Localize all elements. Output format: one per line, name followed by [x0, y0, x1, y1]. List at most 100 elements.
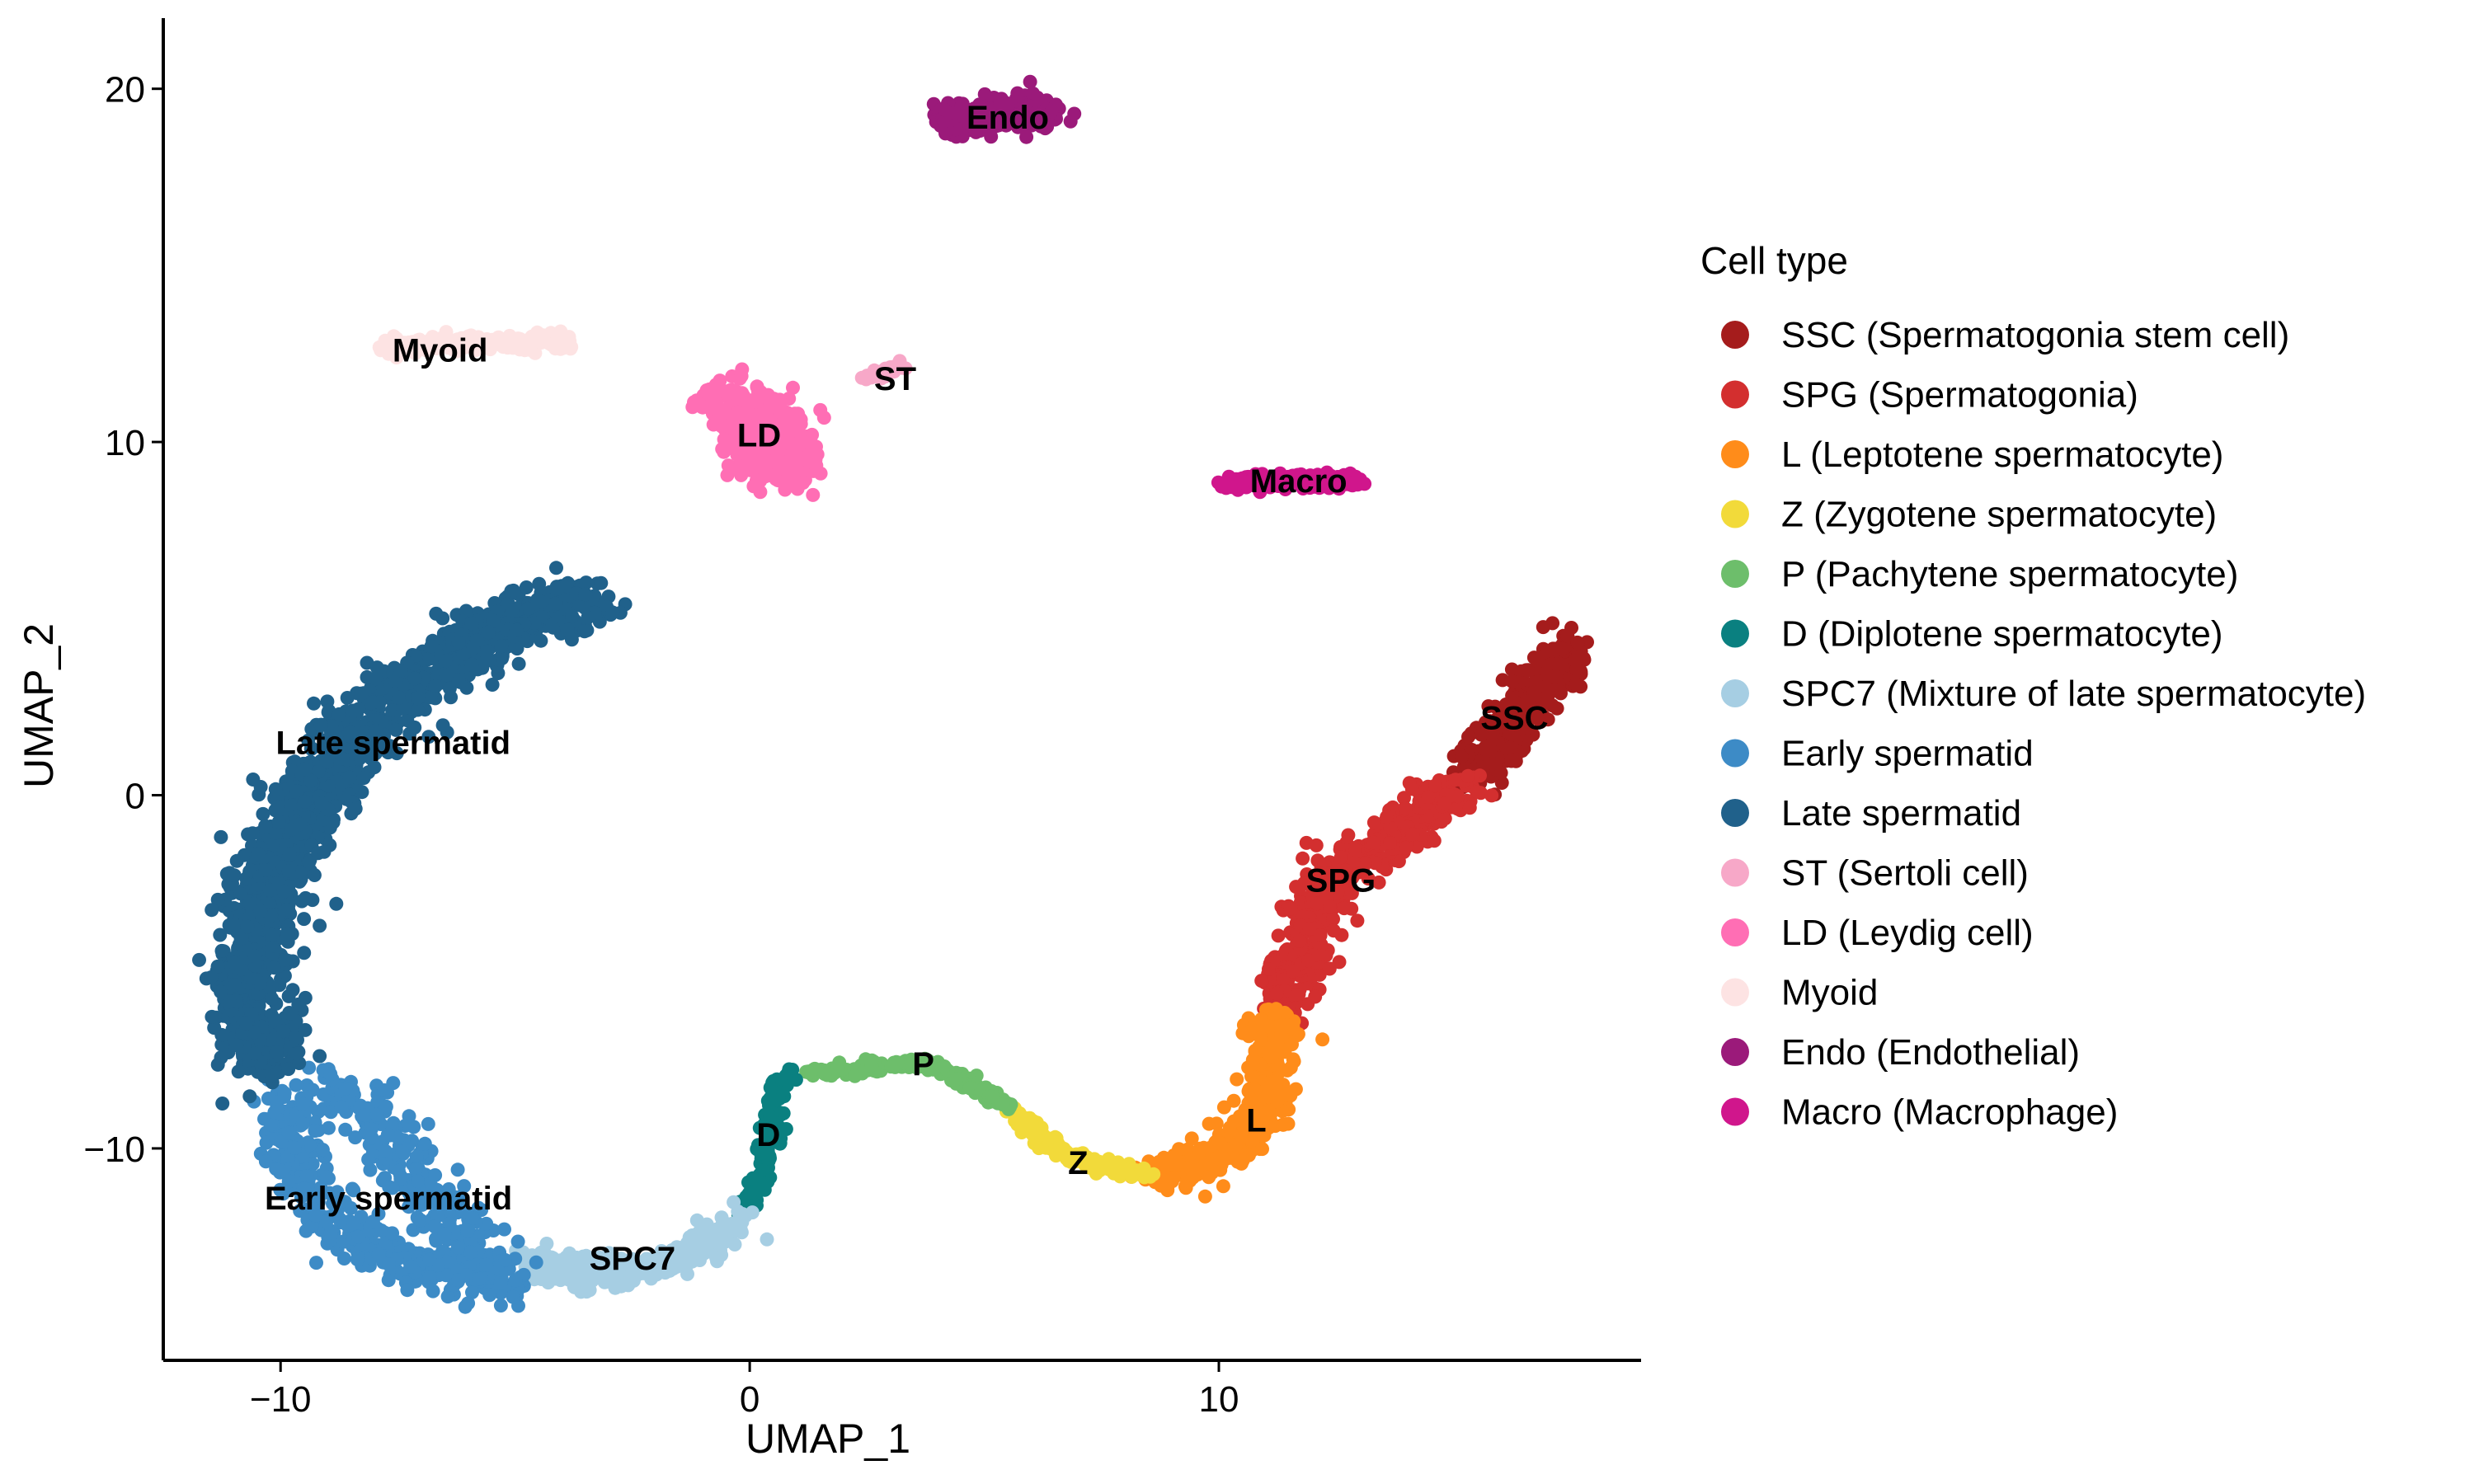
point-EarlySpermatid: [319, 1170, 334, 1184]
series-LD: [685, 362, 831, 502]
point-SPG: [1460, 768, 1475, 783]
point-LateSpermatid: [205, 903, 219, 918]
point-LateSpermatid: [313, 717, 328, 732]
point-LateSpermatid: [283, 1006, 298, 1021]
point-EarlySpermatid: [322, 1120, 336, 1135]
point-LateSpermatid: [332, 707, 346, 721]
point-L: [1245, 1134, 1260, 1148]
point-L: [1270, 1036, 1285, 1050]
point-EarlySpermatid: [426, 1284, 440, 1298]
point-SPC7: [710, 1254, 724, 1269]
point-LateSpermatid: [298, 762, 313, 777]
point-L: [1210, 1151, 1224, 1166]
point-LateSpermatid: [276, 1024, 291, 1039]
series-SSC: [1434, 616, 1594, 802]
point-LateSpermatid: [302, 854, 317, 869]
point-EarlySpermatid: [308, 1124, 322, 1139]
point-LateSpermatid: [303, 773, 318, 788]
point-EarlySpermatid: [299, 1169, 314, 1183]
point-P: [802, 1065, 816, 1080]
point-EarlySpermatid: [348, 1130, 363, 1145]
point-LateSpermatid: [532, 576, 547, 591]
point-SPG: [1286, 964, 1300, 979]
point-LD: [813, 402, 828, 417]
point-EarlySpermatid: [409, 1149, 424, 1164]
point-LateSpermatid: [293, 865, 308, 879]
point-EarlySpermatid: [374, 1223, 388, 1237]
point-EarlySpermatid: [450, 1162, 465, 1177]
point-LateSpermatid: [477, 644, 492, 659]
point-LD: [786, 380, 800, 395]
point-SPG: [1299, 835, 1314, 850]
point-SPG: [1262, 962, 1276, 976]
point-EarlySpermatid: [296, 1181, 311, 1196]
point-EarlySpermatid: [296, 1097, 311, 1111]
point-P: [848, 1068, 863, 1083]
point-SPG: [1322, 961, 1337, 976]
point-LateSpermatid: [527, 616, 542, 631]
point-EarlySpermatid: [453, 1191, 468, 1205]
point-SPG: [1450, 801, 1465, 816]
point-SPC7: [637, 1263, 652, 1278]
point-SSC: [1555, 641, 1570, 656]
point-LateSpermatid: [264, 908, 279, 923]
point-LateSpermatid: [319, 737, 333, 752]
point-LateSpermatid: [506, 583, 521, 598]
point-LD: [790, 416, 805, 430]
point-L: [1224, 1150, 1239, 1165]
point-SPG: [1462, 801, 1477, 815]
point-EarlySpermatid: [281, 1174, 296, 1189]
point-EarlySpermatid: [338, 1122, 353, 1137]
point-EarlySpermatid: [451, 1273, 465, 1288]
point-EarlySpermatid: [395, 1144, 409, 1159]
point-LateSpermatid: [205, 1009, 219, 1024]
point-EarlySpermatid: [479, 1257, 494, 1272]
point-LD: [806, 487, 821, 502]
point-SPC7: [680, 1266, 694, 1281]
point-EarlySpermatid: [437, 1227, 452, 1242]
point-L: [1253, 1031, 1268, 1045]
point-EarlySpermatid: [417, 1192, 432, 1206]
point-LateSpermatid: [297, 794, 312, 809]
point-L: [1279, 1087, 1293, 1102]
point-LateSpermatid: [509, 622, 524, 637]
point-SPG: [1405, 827, 1420, 842]
point-SPG: [1383, 836, 1397, 851]
point-SPG: [1380, 810, 1395, 824]
point-SPC7: [614, 1279, 628, 1294]
point-LateSpermatid: [581, 610, 595, 625]
point-EarlySpermatid: [336, 1252, 351, 1266]
point-LateSpermatid: [481, 625, 496, 640]
point-EarlySpermatid: [270, 1095, 284, 1109]
point-LateSpermatid: [317, 844, 332, 859]
point-EarlySpermatid: [386, 1076, 401, 1091]
point-EarlySpermatid: [338, 1081, 353, 1096]
point-SSC: [1508, 695, 1523, 710]
point-SSC: [1461, 730, 1475, 744]
point-LD: [753, 485, 768, 500]
point-EarlySpermatid: [510, 1234, 525, 1249]
point-LateSpermatid: [565, 609, 580, 623]
point-LateSpermatid: [534, 594, 548, 609]
point-LateSpermatid: [451, 673, 466, 688]
point-L: [1197, 1140, 1211, 1155]
point-SSC: [1533, 715, 1548, 730]
point-EarlySpermatid: [346, 1216, 361, 1231]
point-LateSpermatid: [262, 883, 277, 898]
point-EarlySpermatid: [350, 1252, 365, 1266]
point-LateSpermatid: [534, 633, 548, 648]
point-LateSpermatid: [438, 654, 453, 669]
point-EarlySpermatid: [411, 1174, 425, 1189]
point-LateSpermatid: [267, 1012, 282, 1026]
point-LateSpermatid: [429, 606, 444, 621]
point-LateSpermatid: [277, 884, 292, 899]
point-SPC7: [720, 1219, 735, 1234]
point-LateSpermatid: [242, 1089, 257, 1104]
point-EarlySpermatid: [450, 1240, 465, 1255]
point-LateSpermatid: [227, 956, 242, 970]
point-EarlySpermatid: [385, 1226, 400, 1241]
point-EarlySpermatid: [380, 1127, 395, 1142]
point-SPG: [1276, 972, 1291, 987]
point-LateSpermatid: [278, 952, 293, 967]
point-SPC7: [708, 1228, 722, 1243]
